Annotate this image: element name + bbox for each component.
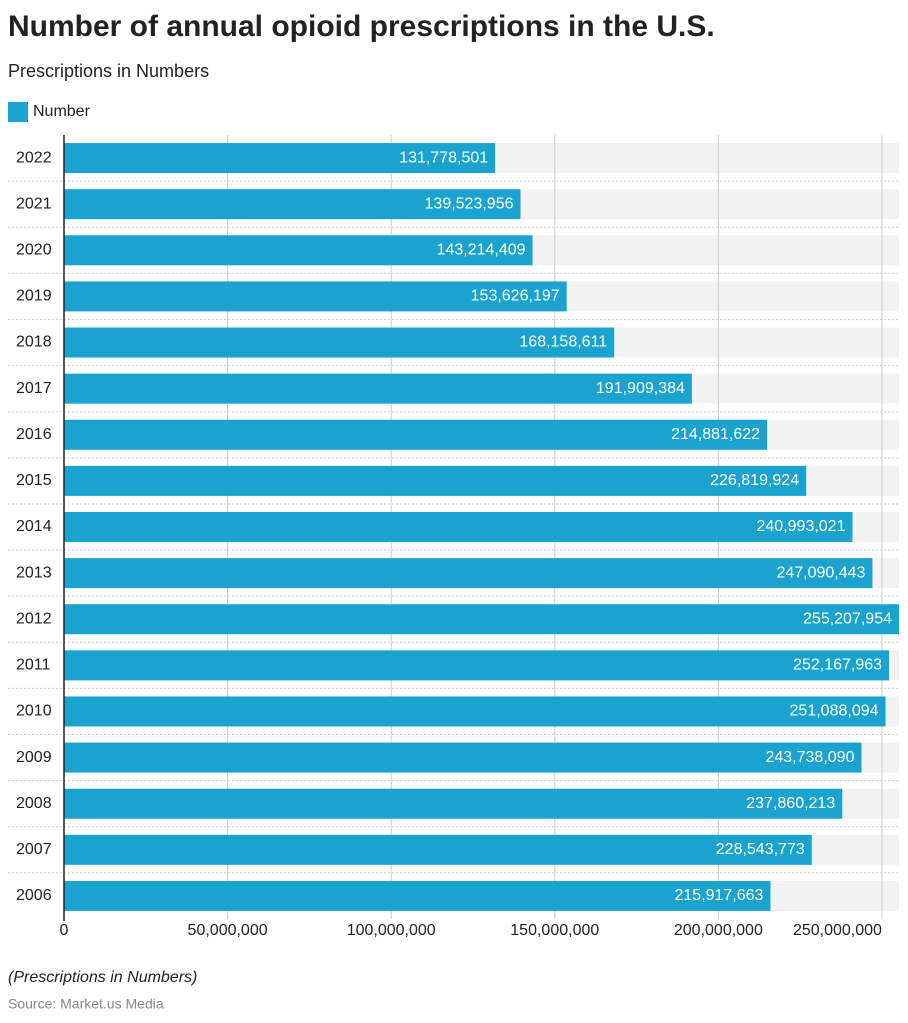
y-tick-label: 2021 [16,195,52,212]
value-label: 247,090,443 [776,564,865,581]
y-tick-label: 2010 [16,703,52,720]
source: Source: Market.us Media [8,996,164,1012]
bar [64,696,886,727]
bar [64,281,567,312]
bar [64,373,692,404]
value-label: 191,909,384 [596,380,685,397]
bar [64,465,807,496]
bar [64,235,533,266]
chart-title: Number of annual opioid prescriptions in… [8,10,715,43]
bar [64,189,521,220]
y-tick-label: 2013 [16,564,52,581]
bar [64,880,771,911]
bar [64,419,768,450]
y-tick-label: 2006 [16,887,52,904]
chart-subtitle: Prescriptions in Numbers [8,61,209,81]
y-tick-label: 2015 [16,472,52,489]
y-tick-label: 2019 [16,288,52,305]
x-tick-label: 50,000,000 [188,922,268,939]
value-label: 252,167,963 [793,657,882,674]
y-tick-label: 2009 [16,749,52,766]
value-label: 214,881,622 [671,426,760,443]
note: (Prescriptions in Numbers) [8,969,197,986]
bar [64,327,615,358]
value-label: 251,088,094 [790,703,879,720]
x-tick-label: 150,000,000 [510,922,599,939]
value-label: 153,626,197 [471,288,560,305]
x-tick-label: 200,000,000 [674,922,763,939]
value-label: 226,819,924 [710,472,799,489]
bar [64,558,873,589]
value-label: 143,214,409 [437,242,526,259]
y-tick-label: 2011 [16,657,51,674]
bar [64,788,843,819]
y-tick-label: 2008 [16,795,52,812]
y-tick-label: 2018 [16,334,52,351]
bar [64,143,496,174]
y-tick-label: 2014 [16,518,52,535]
x-tick-label: 250,000,000 [793,922,882,939]
value-label: 215,917,663 [674,887,763,904]
bar [64,742,862,773]
bar [64,834,812,865]
y-tick-label: 2022 [16,149,52,166]
y-tick-label: 2020 [16,242,52,259]
value-label: 255,207,954 [803,610,892,627]
y-tick-label: 2016 [16,426,52,443]
value-label: 243,738,090 [765,749,854,766]
value-label: 131,778,501 [399,149,488,166]
legend-swatch [8,102,28,122]
bar [64,650,890,681]
bar [64,512,853,542]
x-tick-label: 100,000,000 [347,922,436,939]
y-tick-label: 2017 [16,380,52,397]
value-label: 240,993,021 [757,518,846,535]
value-label: 237,860,213 [746,795,835,812]
legend-label: Number [33,103,91,120]
bar [64,604,899,635]
value-label: 139,523,956 [425,195,514,212]
value-label: 168,158,611 [519,334,607,351]
value-label: 228,543,773 [716,841,805,858]
y-tick-label: 2012 [16,610,52,627]
x-tick-label: 0 [60,922,69,939]
y-tick-label: 2007 [16,841,52,858]
